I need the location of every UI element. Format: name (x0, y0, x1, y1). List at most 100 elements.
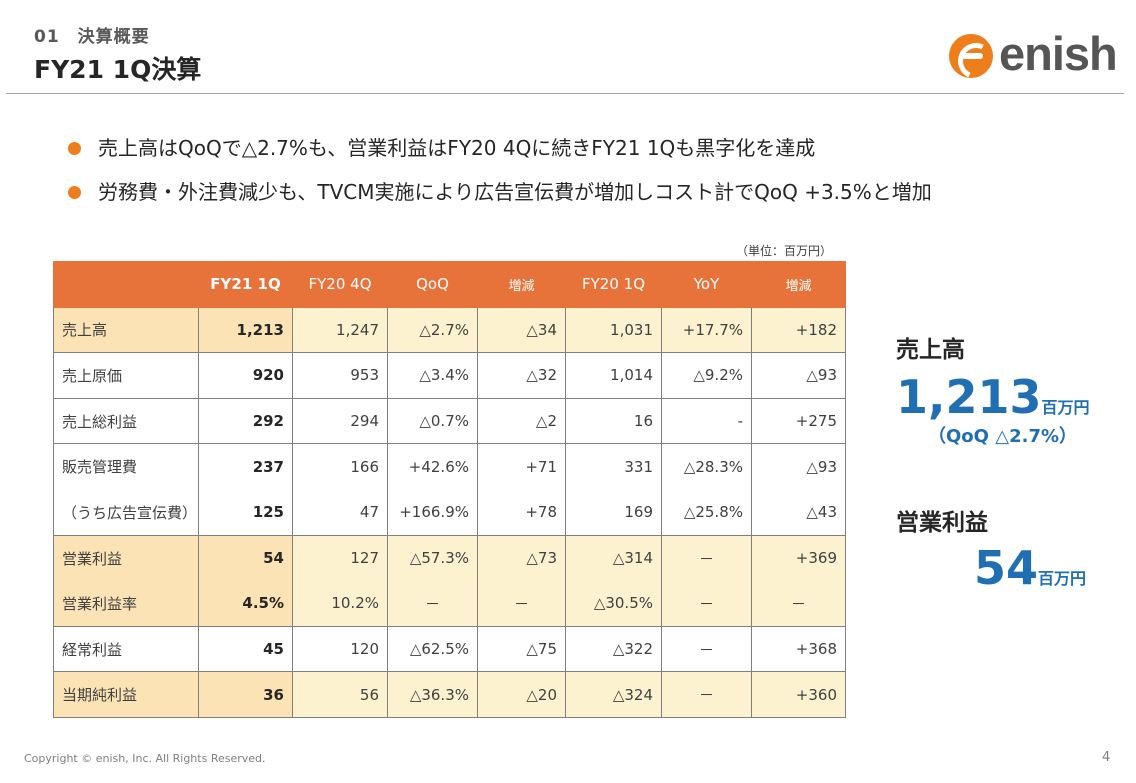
table-cell: △36.3% (387, 671, 478, 718)
copyright-footer: Copyright © enish, Inc. All Rights Reser… (24, 752, 266, 765)
table-cell: 292 (198, 397, 293, 445)
table-cell: - (661, 397, 752, 445)
table-cell: 1,031 (565, 306, 662, 354)
table-cell: 36 (198, 671, 293, 718)
table-cell: +369 (751, 534, 846, 581)
sales-kpi-unit: 百万円 (1041, 398, 1090, 417)
company-logo: enish (949, 27, 1119, 80)
table-cell: +17.7% (661, 306, 752, 354)
row-label: 経常利益 (53, 625, 199, 673)
column-header: FY20 4Q (292, 261, 388, 308)
bullet-text: 労務費・外注費減少も、TVCM実施により広告宣伝費が増加しコスト計でQoQ +3… (98, 180, 932, 204)
operating-profit-kpi-value: 54 (974, 541, 1039, 595)
table-cell: +368 (751, 625, 846, 673)
unit-note: （単位：百万円） (736, 244, 833, 258)
column-header: FY20 1Q (565, 261, 662, 308)
table-cell: △2.7% (387, 306, 478, 354)
table-cell: 45 (198, 625, 293, 673)
row-label: 営業利益 (53, 534, 199, 581)
table-cell: 16 (565, 397, 662, 445)
operating-profit-kpi-unit: 百万円 (1038, 569, 1087, 588)
header-divider (6, 93, 1124, 94)
page-title: FY21 1Q決算 (34, 55, 202, 84)
bullet-dot-icon (68, 142, 81, 155)
table-row: （うち広告宣伝費） 125 47 +166.9% +78 169 △25.8% … (53, 489, 846, 536)
table-cell: △34 (477, 306, 566, 354)
section-label: 01 決算概要 (34, 27, 150, 47)
table-cell: +182 (751, 306, 846, 354)
bullet-item: 売上高はQoQで△2.7%も、営業利益はFY20 4Qに続きFY21 1Qも黒字… (68, 130, 932, 174)
row-label: 売上総利益 (53, 397, 199, 445)
table-cell: △30.5% (565, 580, 662, 627)
table-cell: 1,014 (565, 352, 662, 399)
table-cell: +360 (751, 671, 846, 718)
bullet-item: 労務費・外注費減少も、TVCM実施により広告宣伝費が増加しコスト計でQoQ +3… (68, 174, 932, 218)
table-cell: － (661, 534, 752, 581)
table-cell: +78 (477, 489, 566, 536)
enish-logo-mark-icon (949, 34, 993, 78)
table-cell: 1,213 (198, 306, 293, 354)
table-cell: △62.5% (387, 625, 478, 673)
table-cell: 1,247 (292, 306, 388, 354)
table-row: 経常利益 45 120 △62.5% △75 △322 － +368 (53, 625, 846, 673)
table-cell: △93 (751, 443, 846, 490)
financial-table: FY21 1Q FY20 4Q QoQ 増減 FY20 1Q YoY 増減 売上… (53, 261, 846, 718)
table-cell: △43 (751, 489, 846, 536)
table-cell: +71 (477, 443, 566, 490)
table-cell: 54 (198, 534, 293, 581)
table-cell: △314 (565, 534, 662, 581)
table-cell: △324 (565, 671, 662, 718)
table-row: 売上高 1,213 1,247 △2.7% △34 1,031 +17.7% +… (53, 306, 846, 354)
table-cell: － (477, 580, 566, 627)
logo-text: enish (999, 27, 1118, 80)
table-cell: － (661, 625, 752, 673)
row-label: 当期純利益 (53, 671, 199, 718)
table-row: 営業利益率 4.5% 10.2% － － △30.5% － － (53, 580, 846, 627)
table-cell: 237 (198, 443, 293, 490)
row-label: 販売管理費 (53, 443, 199, 490)
table-cell: △32 (477, 352, 566, 399)
table-cell: △322 (565, 625, 662, 673)
table-cell: 953 (292, 352, 388, 399)
table-cell: 920 (198, 352, 293, 399)
table-cell: △25.8% (661, 489, 752, 536)
column-header: 増減 (477, 261, 566, 308)
summary-bullets: 売上高はQoQで△2.7%も、営業利益はFY20 4Qに続きFY21 1Qも黒字… (68, 130, 932, 218)
table-cell: +275 (751, 397, 846, 445)
row-label: 売上高 (53, 306, 199, 354)
bullet-dot-icon (68, 186, 81, 199)
table-cell: △9.2% (661, 352, 752, 399)
table-row: 当期純利益 36 56 △36.3% △20 △324 － +360 (53, 671, 846, 718)
table-cell: 166 (292, 443, 388, 490)
column-header (53, 261, 199, 308)
table-cell: － (751, 580, 846, 627)
row-label: （うち広告宣伝費） (53, 489, 199, 536)
table-cell: △75 (477, 625, 566, 673)
table-cell: 47 (292, 489, 388, 536)
sales-kpi-value: 1,213 (896, 370, 1042, 424)
row-label: 営業利益率 (53, 580, 199, 627)
table-cell: 331 (565, 443, 662, 490)
table-cell: 120 (292, 625, 388, 673)
page-number: 4 (1102, 750, 1111, 765)
table-cell: +42.6% (387, 443, 478, 490)
table-cell: 294 (292, 397, 388, 445)
table-row: 販売管理費 237 166 +42.6% +71 331 △28.3% △93 (53, 443, 846, 490)
column-header: YoY (661, 261, 752, 308)
sales-kpi-change: （QoQ △2.7%） (928, 426, 1078, 447)
sales-kpi-label: 売上高 (896, 337, 965, 363)
table-cell: 127 (292, 534, 388, 581)
table-cell: 169 (565, 489, 662, 536)
column-header: 増減 (751, 261, 846, 308)
table-header-row: FY21 1Q FY20 4Q QoQ 増減 FY20 1Q YoY 増減 (53, 261, 846, 308)
table-cell: △73 (477, 534, 566, 581)
table-cell: △3.4% (387, 352, 478, 399)
operating-profit-kpi-label: 営業利益 (896, 510, 988, 536)
bullet-text: 売上高はQoQで△2.7%も、営業利益はFY20 4Qに続きFY21 1Qも黒字… (98, 136, 816, 160)
table-cell: △0.7% (387, 397, 478, 445)
table-cell: △20 (477, 671, 566, 718)
table-cell: 56 (292, 671, 388, 718)
table-cell: － (387, 580, 478, 627)
column-header: FY21 1Q (198, 261, 293, 308)
table-cell: 10.2% (292, 580, 388, 627)
